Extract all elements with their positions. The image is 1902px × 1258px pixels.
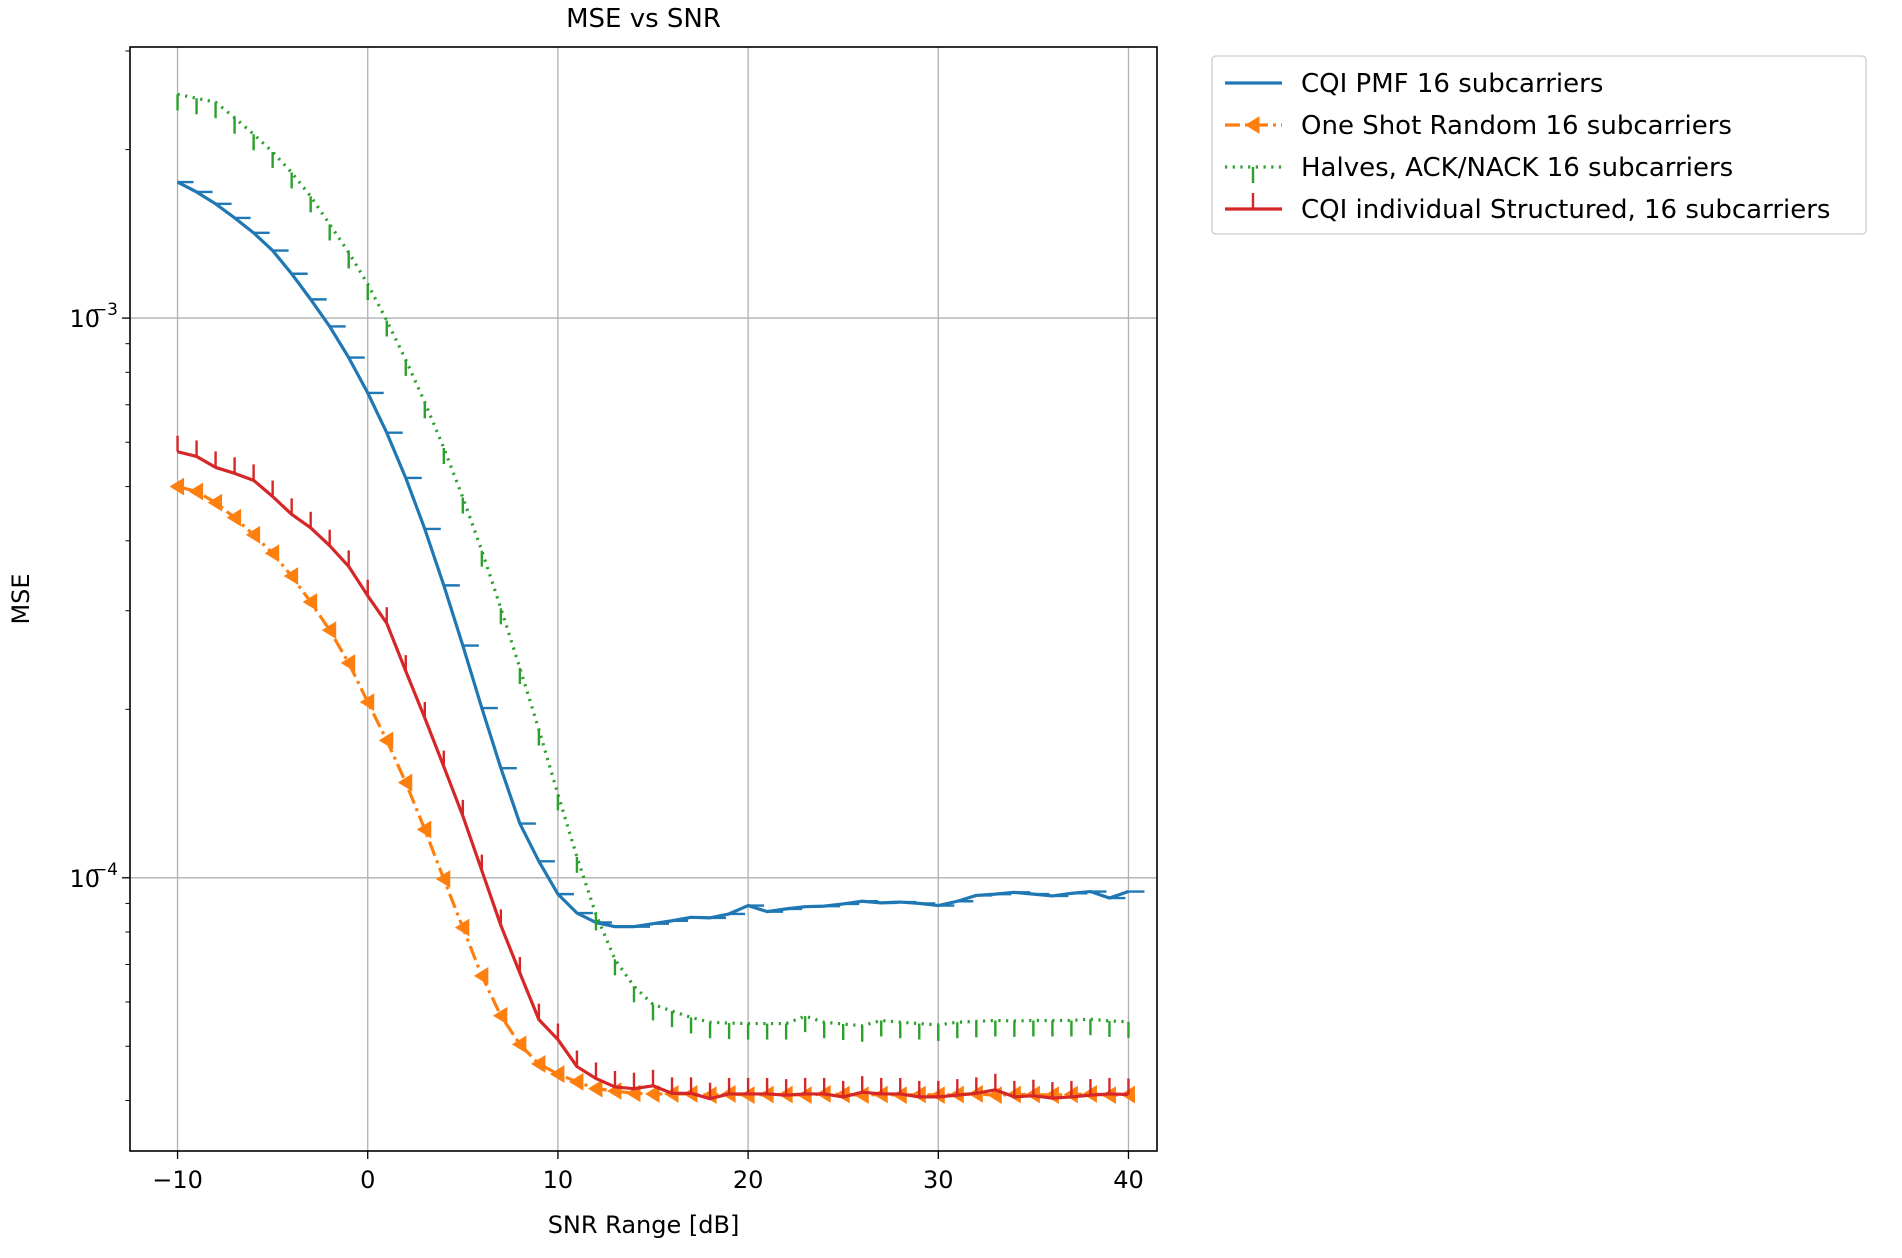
plot-frame [129, 46, 1158, 1152]
data-point [226, 508, 242, 527]
legend-item: CQI PMF 16 subcarriers [1225, 69, 1603, 99]
series-0 [176, 180, 1145, 929]
data-point [645, 1085, 660, 1103]
data-point [530, 1055, 546, 1073]
data-point [397, 773, 413, 792]
data-point [245, 525, 261, 544]
series-line [177, 450, 1129, 1101]
data-point [378, 731, 394, 750]
data-point [283, 567, 299, 585]
data-point [492, 1006, 508, 1025]
y-tick-exponent: −3 [93, 300, 118, 320]
x-tick-label: 40 [1113, 1166, 1144, 1194]
data-point [454, 918, 470, 937]
x-tick-label: 0 [360, 1166, 375, 1194]
legend-label: One Shot Random 16 subcarriers [1301, 111, 1732, 141]
data-point [321, 621, 337, 640]
data-point [340, 654, 356, 672]
x-tick-label: 30 [923, 1166, 954, 1194]
data-point [435, 870, 451, 888]
legend-item: One Shot Random 16 subcarriers [1225, 111, 1732, 141]
legend-box [1211, 55, 1867, 235]
data-point [587, 1079, 603, 1098]
legend-marker [1245, 116, 1260, 134]
data-point [549, 1065, 565, 1083]
y-tick-base: 10 [69, 305, 100, 333]
x-tick-label: 20 [733, 1166, 764, 1194]
data-point [302, 593, 318, 611]
y-axis-label: MSE [7, 573, 35, 624]
data-point [264, 544, 280, 563]
data-point [473, 966, 489, 985]
chart-title: MSE vs SNR [566, 4, 721, 34]
series-layer [169, 92, 1145, 1105]
data-point [207, 493, 223, 512]
x-axis-label: SNR Range [dB] [548, 1211, 740, 1239]
legend: CQI PMF 16 subcarriers One Shot Random 16… [1211, 55, 1867, 235]
legend-item: Halves, ACK/NACK 16 subcarriers [1225, 153, 1733, 183]
series-3 [176, 435, 1130, 1101]
x-tick-label: 10 [543, 1166, 574, 1194]
y-tick-label: 10 [69, 305, 100, 333]
legend-label: CQI individual Structured, 16 subcarrier… [1301, 195, 1830, 225]
grid [130, 47, 1157, 1151]
legend-label: Halves, ACK/NACK 16 subcarriers [1301, 153, 1733, 183]
data-point [511, 1035, 527, 1054]
x-tick-label: −10 [152, 1166, 203, 1194]
y-tick-exponent: −4 [93, 860, 118, 880]
data-point [188, 482, 204, 501]
data-point [416, 820, 432, 839]
y-tick-label: 10 [69, 865, 100, 893]
series-2 [176, 92, 1130, 1042]
y-tick-base: 10 [69, 865, 100, 893]
data-point [568, 1072, 584, 1091]
legend-label: CQI PMF 16 subcarriers [1301, 69, 1603, 99]
legend-item: CQI individual Structured, 16 subcarrier… [1225, 193, 1830, 225]
data-point [169, 477, 185, 496]
data-point [359, 693, 375, 712]
